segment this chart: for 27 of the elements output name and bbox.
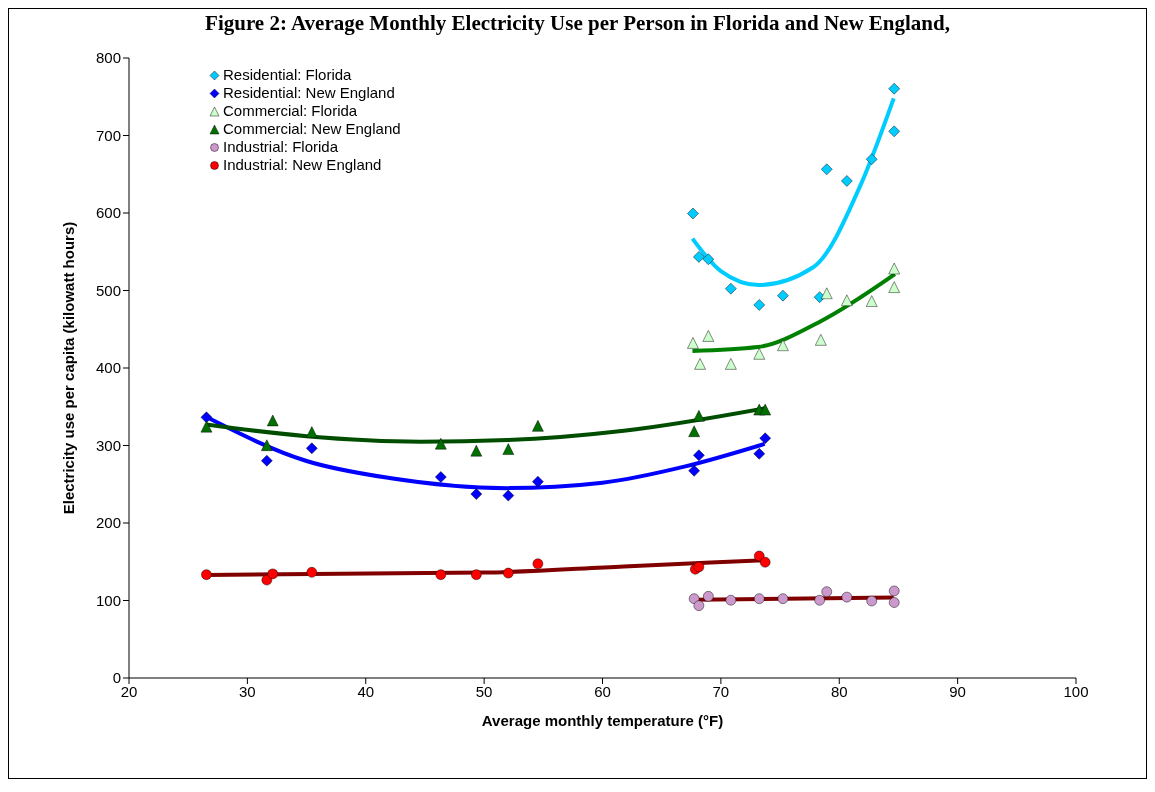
x-tick-label: 80 (830, 682, 848, 700)
x-tick-label: 70 (712, 682, 730, 700)
x-tick-label: 30 (239, 682, 256, 700)
y-tick-label: 600 (95, 204, 121, 222)
legend-label: Commercial: Florida (223, 102, 358, 120)
legend-label: Residential: Florida (223, 66, 352, 84)
legend-label: Industrial: Florida (223, 138, 339, 156)
x-tick-label: 20 (120, 682, 138, 700)
y-tick-label: 0 (112, 669, 121, 687)
y-tick-label: 200 (95, 514, 121, 532)
x-tick-label: 60 (594, 682, 611, 700)
y-tick-label: 800 (95, 49, 121, 67)
x-tick-label: 90 (949, 682, 966, 700)
y-tick-label: 400 (95, 359, 121, 377)
y-tick-label: 100 (95, 591, 121, 609)
legend-label: Residential: New England (223, 84, 395, 102)
legend-label: Industrial: New England (223, 156, 382, 174)
x-tick-label: 50 (475, 682, 493, 700)
x-tick-label: 100 (1063, 682, 1089, 700)
y-tick-label: 300 (95, 436, 121, 454)
y-tick-label: 700 (95, 126, 121, 144)
legend-label: Commercial: New England (223, 120, 401, 138)
x-axis-title: Average monthly temperature (°F) (481, 712, 724, 729)
y-axis-title: Electricity use per capita (kilowatt hours) (60, 221, 78, 515)
x-tick-label: 40 (357, 682, 375, 700)
chart-title: Figure 2: Average Monthly Electricity Use per Person in Florida and New England, (204, 10, 951, 37)
y-tick-label: 500 (95, 281, 121, 299)
